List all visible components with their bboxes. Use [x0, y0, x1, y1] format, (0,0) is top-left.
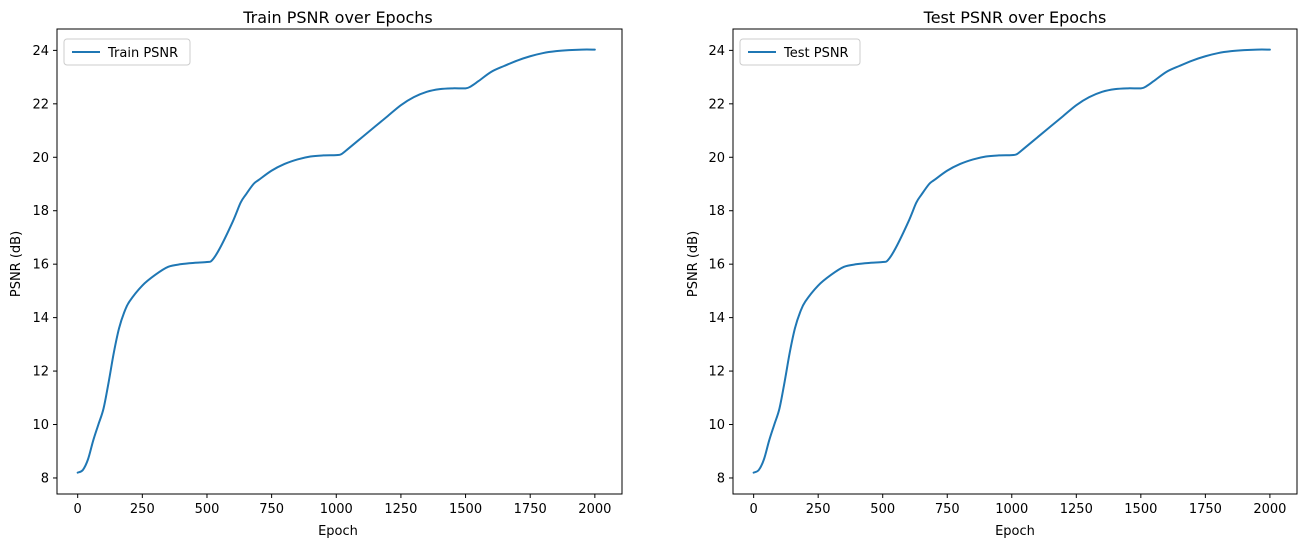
legend: Train PSNR — [63, 38, 191, 66]
y-tick-label: 10 — [32, 418, 49, 433]
series-line — [76, 48, 596, 474]
y-tick-label: 24 — [32, 44, 49, 59]
x-tick-label: 2000 — [1253, 502, 1286, 517]
x-tick-label: 1250 — [1060, 502, 1093, 517]
y-tick-label: 24 — [708, 44, 725, 59]
x-axis-label: Epoch — [995, 524, 1035, 539]
x-tick-label: 1000 — [995, 502, 1028, 517]
legend-entry: Test PSNR — [783, 46, 849, 61]
x-tick-label: 250 — [806, 502, 831, 517]
y-tick-label: 8 — [41, 471, 49, 486]
y-tick-label: 12 — [32, 365, 49, 380]
x-axis-label: Epoch — [318, 524, 358, 539]
y-tick-label: 18 — [32, 204, 49, 219]
legend: Test PSNR — [739, 38, 861, 66]
x-tick-label: 250 — [130, 502, 155, 517]
chart-title: Test PSNR over Epochs — [923, 8, 1107, 27]
plot-marks: 0 250 500 750 1000 1250 1500 1750 2000 8 10 12 14 16 1… — [708, 44, 1286, 517]
y-axis-label: PSNR (dB) — [9, 231, 24, 297]
x-tick-label: 1250 — [384, 502, 417, 517]
y-tick-label: 10 — [708, 418, 725, 433]
x-tick-label: 500 — [870, 502, 895, 517]
y-tick-label: 14 — [32, 311, 49, 326]
y-tick-label: 8 — [717, 471, 725, 486]
plot-frame — [732, 28, 1298, 495]
x-tick-label: 1500 — [1124, 502, 1157, 517]
test-psnr-chart: Test PSNR over Epochs Epoch PSNR (dB) 0 2… — [686, 8, 1298, 539]
y-tick-label: 20 — [708, 151, 725, 166]
y-tick-label: 16 — [708, 258, 725, 273]
x-tick-label: 1000 — [320, 502, 353, 517]
y-tick-label: 20 — [32, 151, 49, 166]
x-tick-label: 1500 — [449, 502, 482, 517]
x-tick-label: 1750 — [1189, 502, 1222, 517]
x-tick-label: 2000 — [578, 502, 611, 517]
legend-entry: Train PSNR — [107, 46, 178, 61]
chart-title: Train PSNR over Epochs — [242, 8, 433, 27]
y-axis-label: PSNR (dB) — [686, 231, 701, 297]
x-tick-label: 750 — [259, 502, 284, 517]
plot-marks: 0 250 500 750 1000 1250 1500 1750 2000 8 10 12 14 16 1… — [32, 44, 611, 517]
y-tick-label: 22 — [32, 97, 49, 112]
x-tick-label: 0 — [74, 502, 82, 517]
series-line — [752, 48, 1271, 474]
y-tick-label: 12 — [708, 365, 725, 380]
y-tick-label: 16 — [32, 258, 49, 273]
train-psnr-chart: Train PSNR over Epochs Epoch PSNR (dB) 0… — [9, 8, 623, 539]
plot-frame — [56, 28, 623, 495]
legend-box — [739, 38, 861, 66]
y-tick-label: 22 — [708, 97, 725, 112]
x-tick-label: 500 — [195, 502, 220, 517]
legend-box — [63, 38, 191, 66]
y-tick-label: 14 — [708, 311, 725, 326]
x-tick-label: 0 — [750, 502, 758, 517]
x-tick-label: 1750 — [514, 502, 547, 517]
y-tick-label: 18 — [708, 204, 725, 219]
x-tick-label: 750 — [935, 502, 960, 517]
